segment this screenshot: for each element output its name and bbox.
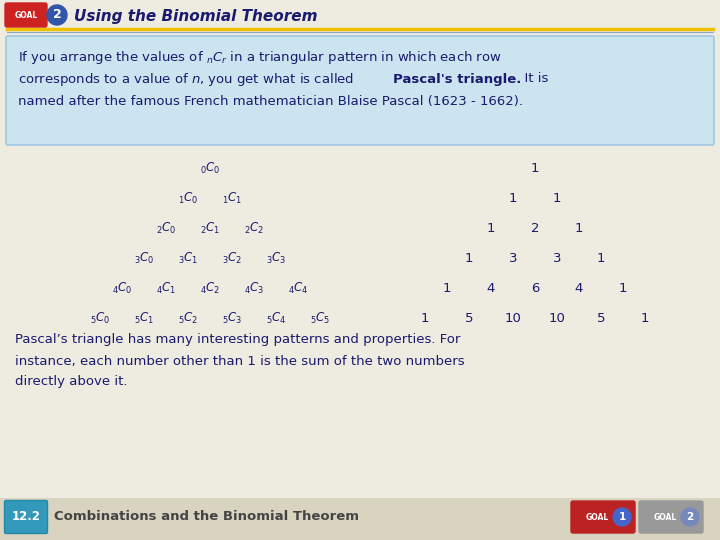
Text: instance, each number other than 1 is the sum of the two numbers: instance, each number other than 1 is th… — [15, 354, 464, 368]
Circle shape — [613, 508, 631, 526]
Text: named after the famous French mathematician Blaise Pascal (1623 - 1662).: named after the famous French mathematic… — [18, 94, 523, 107]
Text: $_1C_0$: $_1C_0$ — [178, 191, 198, 206]
Text: 1: 1 — [618, 281, 627, 294]
Text: 4: 4 — [487, 281, 495, 294]
Text: 12.2: 12.2 — [12, 510, 40, 523]
Text: 2: 2 — [53, 9, 61, 22]
FancyBboxPatch shape — [639, 501, 703, 533]
Text: GOAL: GOAL — [654, 512, 678, 522]
Text: $_4C_0$: $_4C_0$ — [112, 280, 132, 295]
Text: 3: 3 — [509, 252, 517, 265]
Text: 1: 1 — [531, 161, 539, 174]
FancyBboxPatch shape — [571, 501, 635, 533]
FancyBboxPatch shape — [5, 3, 47, 27]
FancyBboxPatch shape — [4, 501, 48, 534]
Text: 1: 1 — [509, 192, 517, 205]
Text: $_0C_0$: $_0C_0$ — [199, 160, 220, 176]
Text: $_4C_4$: $_4C_4$ — [288, 280, 308, 295]
Text: Using the Binomial Theorem: Using the Binomial Theorem — [74, 9, 318, 24]
Circle shape — [47, 5, 67, 25]
Text: GOAL: GOAL — [14, 11, 37, 20]
Text: $_5C_3$: $_5C_3$ — [222, 310, 242, 326]
Text: 1: 1 — [597, 252, 606, 265]
Text: $_4C_3$: $_4C_3$ — [244, 280, 264, 295]
Text: 5: 5 — [597, 312, 606, 325]
Text: 1: 1 — [487, 221, 495, 234]
Text: It is: It is — [516, 72, 549, 85]
Text: $_3C_1$: $_3C_1$ — [178, 251, 198, 266]
Text: 1: 1 — [553, 192, 562, 205]
FancyBboxPatch shape — [6, 36, 714, 145]
Text: 4: 4 — [575, 281, 583, 294]
Text: $_4C_1$: $_4C_1$ — [156, 280, 176, 295]
Text: 1: 1 — [443, 281, 451, 294]
Text: 2: 2 — [531, 221, 539, 234]
Text: 10: 10 — [549, 312, 565, 325]
Text: $_5C_5$: $_5C_5$ — [310, 310, 330, 326]
Text: 3: 3 — [553, 252, 562, 265]
Text: $_5C_1$: $_5C_1$ — [134, 310, 154, 326]
Text: $_2C_2$: $_2C_2$ — [244, 220, 264, 235]
Text: 5: 5 — [464, 312, 473, 325]
Text: 6: 6 — [531, 281, 539, 294]
Text: 1: 1 — [464, 252, 473, 265]
Circle shape — [681, 508, 699, 526]
Text: Pascal's triangle.: Pascal's triangle. — [393, 72, 521, 85]
Text: GOAL: GOAL — [586, 512, 609, 522]
Text: corresponds to a value of $n$, you get what is called: corresponds to a value of $n$, you get w… — [18, 71, 355, 87]
Text: If you arrange the values of $_nC_r$ in a triangular pattern in which each row: If you arrange the values of $_nC_r$ in … — [18, 49, 502, 65]
Text: $_2C_1$: $_2C_1$ — [200, 220, 220, 235]
Bar — [0, 498, 720, 540]
Text: $_5C_4$: $_5C_4$ — [266, 310, 287, 326]
Text: 1: 1 — [618, 512, 626, 522]
Text: 2: 2 — [686, 512, 693, 522]
Text: $_3C_3$: $_3C_3$ — [266, 251, 287, 266]
Text: $_4C_2$: $_4C_2$ — [200, 280, 220, 295]
Text: 1: 1 — [641, 312, 649, 325]
Text: 10: 10 — [505, 312, 521, 325]
Text: $_3C_2$: $_3C_2$ — [222, 251, 242, 266]
Text: $_3C_0$: $_3C_0$ — [134, 251, 154, 266]
Text: $_2C_0$: $_2C_0$ — [156, 220, 176, 235]
Text: $_1C_1$: $_1C_1$ — [222, 191, 242, 206]
Text: Pascal’s triangle has many interesting patterns and properties. For: Pascal’s triangle has many interesting p… — [15, 334, 460, 347]
Text: Combinations and the Binomial Theorem: Combinations and the Binomial Theorem — [54, 510, 359, 523]
Text: directly above it.: directly above it. — [15, 375, 127, 388]
Text: $_5C_0$: $_5C_0$ — [90, 310, 110, 326]
Text: 1: 1 — [420, 312, 429, 325]
Text: $_5C_2$: $_5C_2$ — [178, 310, 198, 326]
Text: 1: 1 — [575, 221, 583, 234]
